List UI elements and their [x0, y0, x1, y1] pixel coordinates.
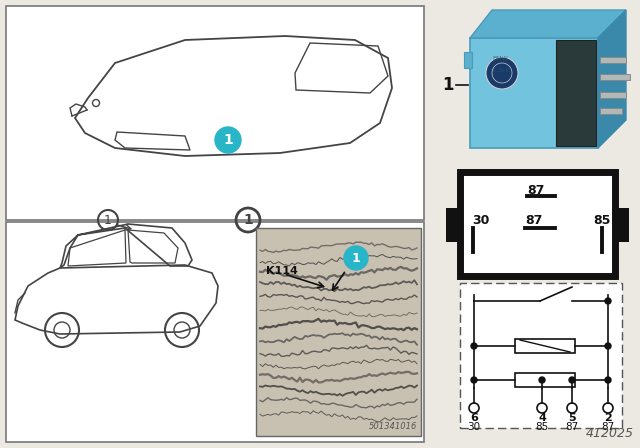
- Text: 87: 87: [525, 214, 542, 227]
- Bar: [600, 57, 626, 63]
- Text: 87: 87: [527, 184, 545, 197]
- Text: 1: 1: [104, 214, 112, 227]
- Circle shape: [569, 377, 575, 383]
- Bar: [256, 228, 421, 436]
- Bar: [460, 283, 622, 428]
- Bar: [6, 6, 424, 220]
- Circle shape: [605, 377, 611, 383]
- Bar: [464, 52, 472, 68]
- Text: 501341016: 501341016: [369, 422, 417, 431]
- Text: BMW: BMW: [492, 56, 508, 60]
- Text: 1: 1: [243, 213, 253, 227]
- Bar: [446, 208, 460, 242]
- Circle shape: [215, 127, 241, 153]
- Text: 87: 87: [602, 422, 614, 432]
- Circle shape: [344, 246, 368, 270]
- Bar: [460, 172, 615, 276]
- Circle shape: [471, 377, 477, 383]
- Text: 85: 85: [536, 422, 548, 432]
- Text: 5: 5: [568, 413, 576, 423]
- Text: 87: 87: [565, 422, 579, 432]
- Bar: [600, 108, 622, 114]
- Text: 30: 30: [472, 214, 490, 227]
- Text: 30: 30: [467, 422, 481, 432]
- Bar: [6, 222, 424, 442]
- Bar: [515, 339, 575, 353]
- Circle shape: [471, 343, 477, 349]
- Text: 412025: 412025: [586, 427, 634, 440]
- Bar: [615, 208, 629, 242]
- Text: 4: 4: [538, 413, 546, 423]
- Text: 61.36-8: 61.36-8: [491, 68, 509, 73]
- Bar: [600, 74, 630, 80]
- Text: K114: K114: [266, 266, 298, 276]
- Circle shape: [605, 343, 611, 349]
- Bar: [470, 38, 598, 148]
- Text: 85: 85: [593, 214, 611, 227]
- Text: 1: 1: [442, 76, 454, 94]
- Text: 2: 2: [604, 413, 612, 423]
- Text: 1: 1: [351, 251, 360, 264]
- Polygon shape: [598, 10, 626, 148]
- Text: 6: 6: [470, 413, 478, 423]
- Bar: [556, 40, 596, 146]
- Bar: [600, 92, 626, 98]
- Polygon shape: [470, 10, 626, 38]
- Circle shape: [605, 298, 611, 304]
- Text: 1: 1: [223, 133, 233, 147]
- Circle shape: [486, 57, 518, 89]
- Bar: [515, 373, 575, 387]
- Circle shape: [539, 377, 545, 383]
